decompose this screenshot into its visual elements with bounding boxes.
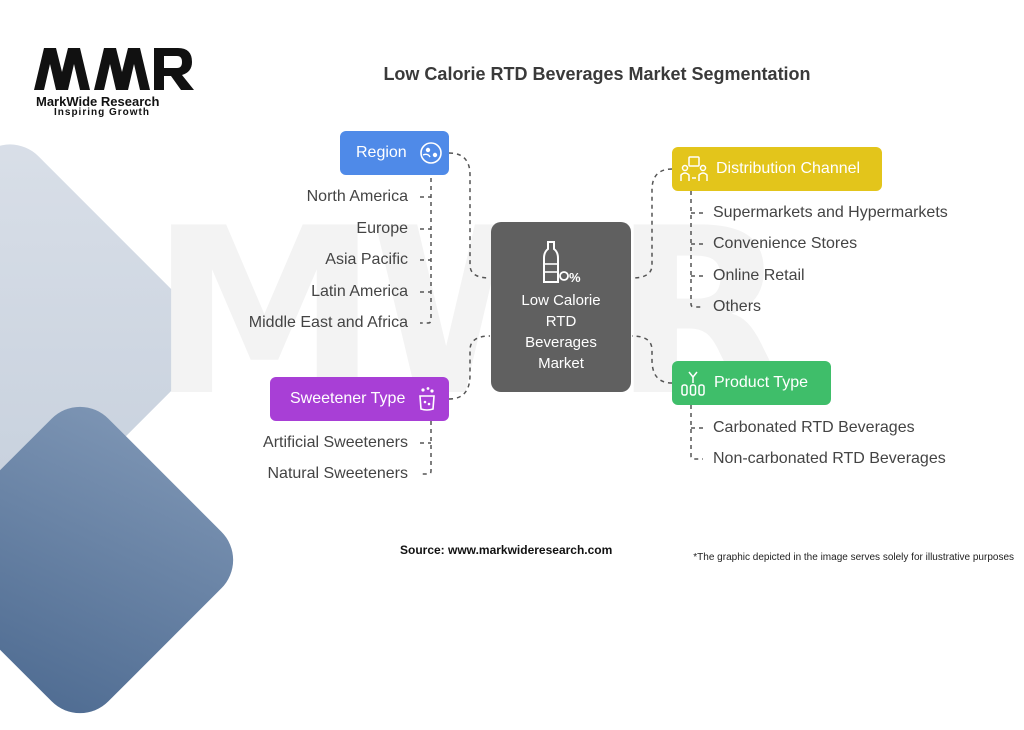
distribution-item: Online Retail xyxy=(713,267,805,284)
sweetener-jar-icon xyxy=(419,387,436,411)
region-item: Europe xyxy=(356,220,408,237)
segment-product: Product Type xyxy=(672,361,831,405)
distribution-item: Others xyxy=(713,298,762,315)
product-item: Carbonated RTD Beverages xyxy=(713,419,915,436)
source-link[interactable]: Source: www.markwideresearch.com xyxy=(400,543,613,557)
bottle-percent-icon: % xyxy=(543,241,581,285)
segment-sweetener-label: Sweetener Type xyxy=(290,390,406,407)
region-item: Asia Pacific xyxy=(325,251,408,268)
brand-logo-icon xyxy=(34,48,194,90)
segment-product-label: Product Type xyxy=(714,374,808,391)
segment-sweetener: Sweetener Type xyxy=(270,377,449,421)
segment-region-label: Region xyxy=(356,144,407,161)
store-people-icon xyxy=(680,156,708,181)
region-item: North America xyxy=(306,188,408,205)
product-item: Non-carbonated RTD Beverages xyxy=(713,450,946,467)
disclaimer-note: *The graphic depicted in the image serve… xyxy=(693,552,1014,563)
region-item: Middle East and Africa xyxy=(248,314,408,331)
sweetener-item: Artificial Sweeteners xyxy=(263,434,408,451)
segment-distribution: Distribution Channel xyxy=(672,147,882,191)
connector-lines xyxy=(420,152,703,475)
brand-name: MarkWide Research xyxy=(36,94,160,109)
region-item: Latin America xyxy=(311,283,408,300)
globe-icon xyxy=(419,142,442,164)
distribution-item: Supermarkets and Hypermarkets xyxy=(713,204,948,221)
segment-region: Region xyxy=(340,131,449,175)
page-title: Low Calorie RTD Beverages Market Segment… xyxy=(383,64,811,84)
product-bottles-icon xyxy=(681,371,705,396)
distribution-item: Convenience Stores xyxy=(713,235,858,252)
segment-distribution-label: Distribution Channel xyxy=(716,160,861,177)
center-label: Low Calorie RTD Beverages Market xyxy=(521,292,601,372)
brand-tagline: Inspiring Growth xyxy=(54,107,150,118)
center-node: % Low Calorie RTD Beverages Market xyxy=(491,222,631,392)
svg-text:%: % xyxy=(569,270,581,285)
sweetener-item: Natural Sweeteners xyxy=(267,465,408,482)
